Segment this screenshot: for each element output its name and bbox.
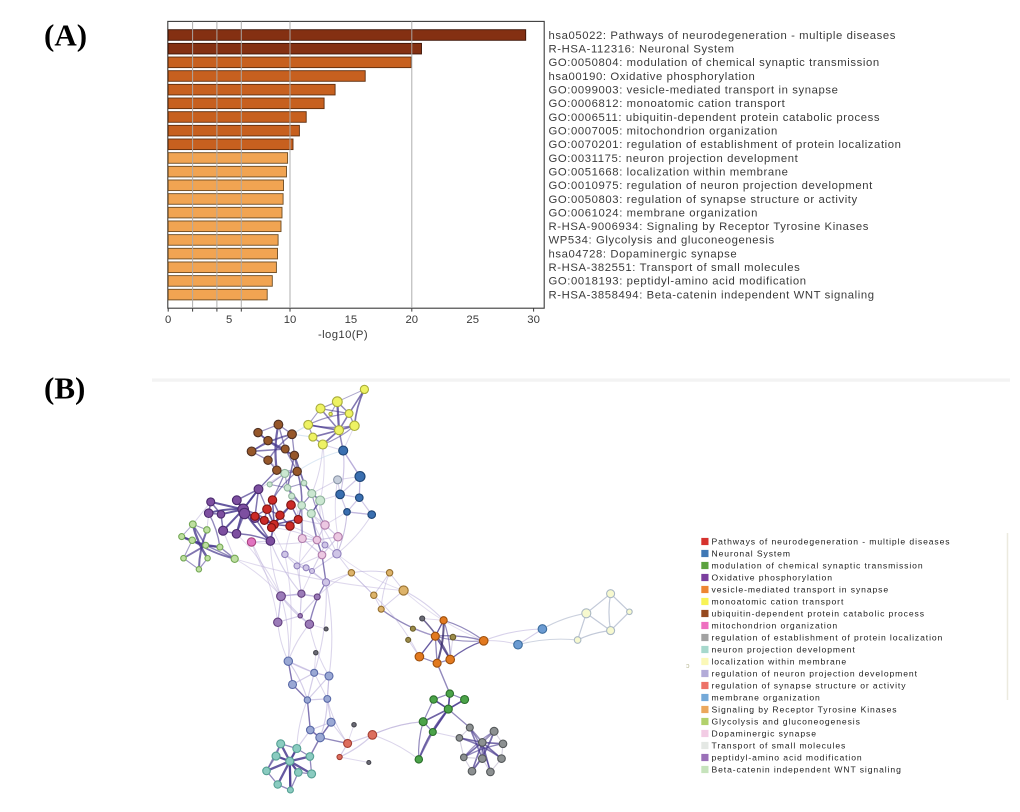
svg-text:GO:0031175: neuron projection: GO:0031175: neuron projection developmen… [549,153,799,165]
svg-text:hsa00190: Oxidative phosphoryl: hsa00190: Oxidative phosphorylation [549,71,756,83]
svg-text:25: 25 [466,314,479,326]
svg-text:Glycolysis and gluconeogenesis: Glycolysis and gluconeogenesis [712,716,861,726]
svg-text:Transport of small molecules: Transport of small molecules [712,740,847,750]
svg-text:GO:0099003: vesicle-mediated t: GO:0099003: vesicle-mediated transport i… [549,85,839,97]
svg-text:GO:0006511: ubiquitin-dependen: GO:0006511: ubiquitin-dependent protein … [549,112,881,124]
svg-text:modulation of chemical synapti: modulation of chemical synaptic transmis… [712,560,924,570]
svg-text:hsa05022: Pathways of neurodeg: hsa05022: Pathways of neurodegeneration … [549,30,897,42]
svg-text:30: 30 [527,314,540,326]
svg-text:10: 10 [284,314,297,326]
svg-text:vesicle-mediated transport in: vesicle-mediated transport in synapse [712,584,890,594]
svg-text:membrane organization: membrane organization [712,692,821,702]
svg-text:0: 0 [165,314,171,326]
svg-text:Oxidative phosphorylation: Oxidative phosphorylation [712,572,833,582]
svg-text:15: 15 [345,314,358,326]
svg-text:Neuronal System: Neuronal System [712,548,791,558]
svg-text:localization within membrane: localization within membrane [712,656,848,666]
svg-text:(B): (B) [44,371,85,406]
svg-text:GO:0051668: localization withi: GO:0051668: localization within membrane [549,166,789,178]
svg-text:monoatomic cation transport: monoatomic cation transport [712,596,845,606]
svg-text:Pathways of neurodegeneration: Pathways of neurodegeneration - multiple… [712,536,951,546]
svg-text:-log10(P): -log10(P) [318,329,368,341]
svg-text:mitochondrion organization: mitochondrion organization [712,620,839,630]
svg-text:regulation of neuron projectio: regulation of neuron projection developm… [712,668,918,678]
svg-text:GO:0061024: membrane organizat: GO:0061024: membrane organization [549,207,758,219]
svg-text:regulation of establishment of: regulation of establishment of protein l… [712,632,944,642]
svg-text:Beta-catenin independent WNT s: Beta-catenin independent WNT signaling [712,764,902,774]
svg-text:GO:0007005: mitochondrion orga: GO:0007005: mitochondrion organization [549,125,778,137]
svg-text:20: 20 [406,314,419,326]
svg-text:Signaling by Receptor Tyrosine: Signaling by Receptor Tyrosine Kinases [712,704,898,714]
svg-text:GO:0010975: regulation of neur: GO:0010975: regulation of neuron project… [549,180,874,192]
svg-text:(A): (A) [44,18,87,53]
svg-text:GO:0006812: monoatomic cation: GO:0006812: monoatomic cation transport [549,98,786,110]
svg-text:hsa04728: Dopaminergic synapse: hsa04728: Dopaminergic synapse [549,248,738,260]
svg-text:R-HSA-3858494: Beta-catenin in: R-HSA-3858494: Beta-catenin independent … [549,289,875,301]
svg-text:regulation of synapse structur: regulation of synapse structure or activ… [712,680,907,690]
svg-text:GO:0070201: regulation of esta: GO:0070201: regulation of establishment … [549,139,902,151]
svg-text:WP534: Glycolysis and gluconeo: WP534: Glycolysis and gluconeogenesis [549,235,775,247]
svg-text:5: 5 [226,314,232,326]
svg-text:neuron projection development: neuron projection development [712,644,856,654]
svg-text:R-HSA-9006934: Signaling by Re: R-HSA-9006934: Signaling by Receptor Tyr… [549,221,869,233]
svg-text:GO:0050804: modulation of chem: GO:0050804: modulation of chemical synap… [549,57,880,69]
svg-text:R-HSA-112316: Neuronal System: R-HSA-112316: Neuronal System [549,44,735,56]
svg-text:Dopaminergic synapse: Dopaminergic synapse [712,728,817,738]
svg-text:GO:0050803: regulation of syna: GO:0050803: regulation of synapse struct… [549,194,858,206]
svg-text:GO:0018193: peptidyl-amino aci: GO:0018193: peptidyl-amino acid modifica… [549,276,807,288]
svg-text:peptidyl-amino acid modificati: peptidyl-amino acid modification [712,752,863,762]
svg-text:R-HSA-382551: Transport of sma: R-HSA-382551: Transport of small molecul… [549,262,801,274]
svg-text:ubiquitin-dependent protein ca: ubiquitin-dependent protein catabolic pr… [712,608,925,618]
svg-text:ɔ: ɔ [686,663,690,670]
